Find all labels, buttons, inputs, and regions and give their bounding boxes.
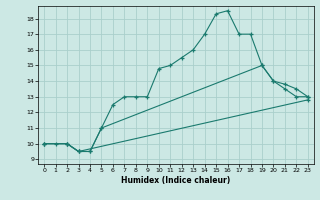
X-axis label: Humidex (Indice chaleur): Humidex (Indice chaleur) xyxy=(121,176,231,185)
